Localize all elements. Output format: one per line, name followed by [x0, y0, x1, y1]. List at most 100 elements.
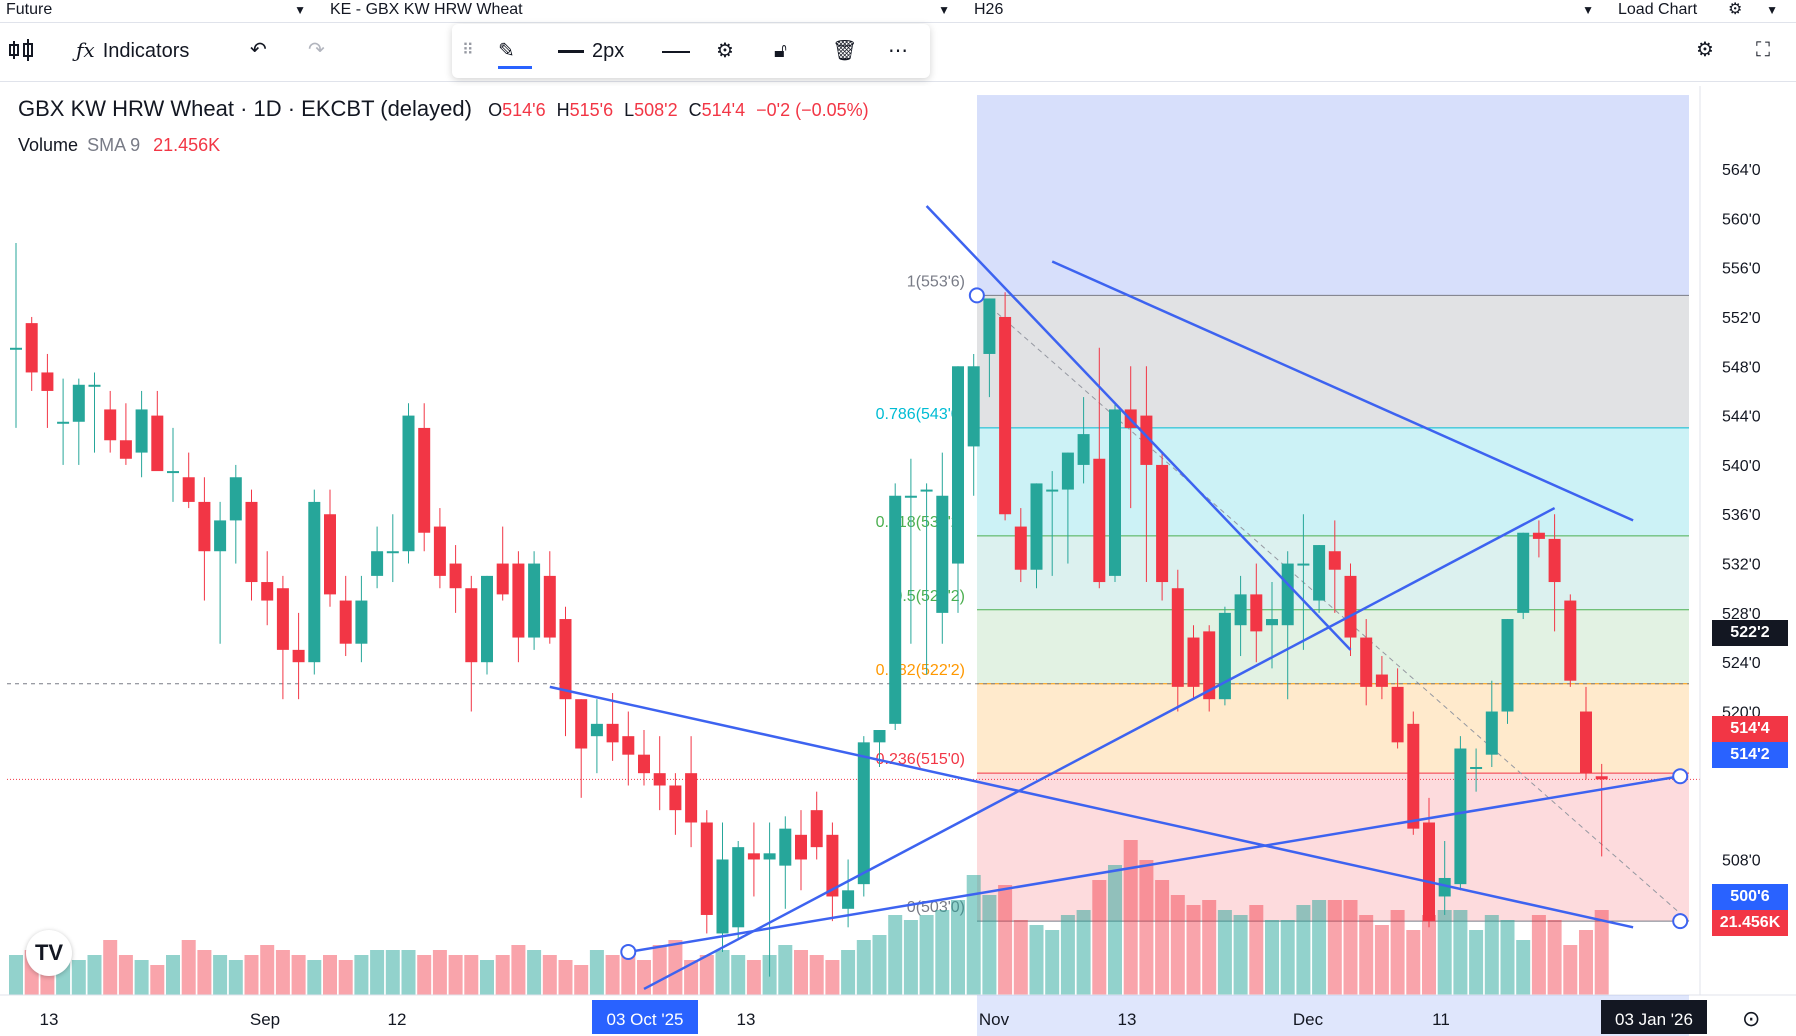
volume-bar: [1359, 915, 1374, 995]
contract-select[interactable]: H26 ▼: [974, 0, 1594, 22]
symbol-select[interactable]: KE - GBX KW HRW Wheat ▼: [330, 0, 950, 22]
sma-label: SMA 9: [87, 135, 141, 155]
volume-bar: [668, 940, 683, 995]
volume-bar: [542, 955, 557, 995]
volume-bar: [1484, 915, 1499, 995]
candle-body: [1532, 532, 1545, 539]
volume-bar: [966, 875, 981, 995]
volume-bar: [1500, 920, 1515, 995]
price-tick-label: 536'0: [1722, 507, 1761, 524]
type-select-value: Future: [6, 1, 53, 18]
candle-body: [1266, 619, 1278, 626]
volume-bar: [103, 940, 118, 995]
candle-body: [1564, 600, 1577, 681]
unlock-icon[interactable]: 🔓︎: [774, 40, 787, 62]
candle-body: [857, 742, 870, 885]
volume-bar: [1531, 915, 1546, 995]
volume-bar: [1045, 930, 1060, 995]
high-value: 515'6: [569, 100, 614, 120]
volume-bar: [354, 955, 369, 995]
gear-icon[interactable]: ⚙: [1696, 39, 1714, 61]
candle-body: [449, 563, 462, 589]
candle-body: [543, 575, 556, 638]
settings-menu-button[interactable]: ⚙ ▼: [1728, 0, 1778, 22]
candle-body: [1109, 409, 1121, 576]
line-style-icon[interactable]: [662, 36, 690, 66]
tradingview-logo[interactable]: TV: [26, 930, 72, 976]
open-value: 514'6: [502, 100, 546, 120]
candle-body: [324, 514, 336, 595]
volume-bar: [244, 955, 259, 995]
type-select[interactable]: Future ▼: [6, 0, 306, 22]
time-tick-label: 13: [737, 1010, 756, 1029]
load-chart-button[interactable]: Load Chart: [1618, 0, 1710, 22]
candle-body: [700, 822, 713, 915]
candle-body: [606, 723, 619, 743]
fullscreen-icon[interactable]: ⛶: [1756, 39, 1770, 61]
fib-zone: [977, 609, 1689, 684]
candle-body: [308, 501, 321, 663]
pencil-icon[interactable]: ✎: [498, 36, 532, 69]
gear-icon: ⚙: [1728, 1, 1743, 18]
candle-body: [1423, 822, 1435, 922]
fib-level-label: 0.618(534'2): [876, 514, 965, 531]
bars-icon[interactable]: [8, 35, 38, 65]
candle-body: [747, 853, 760, 860]
fib-trend-line: [976, 295, 1690, 922]
candle-body: [1093, 458, 1106, 583]
volume-bar: [1280, 920, 1295, 995]
volume-bar: [181, 940, 196, 995]
more-icon[interactable]: ⋯: [888, 40, 908, 62]
volume-bar: [150, 965, 165, 995]
volume-bar: [1579, 930, 1593, 995]
candle-body: [952, 366, 964, 564]
volume-bar: [1437, 910, 1452, 995]
volume-bar: [1249, 905, 1264, 995]
candle-body: [1454, 748, 1467, 885]
price-tick-label: 556'0: [1722, 261, 1761, 278]
gear-icon[interactable]: ⚙: [716, 40, 734, 62]
time-tick-label: Dec: [1293, 1010, 1324, 1029]
undo-icon[interactable]: ↶: [250, 39, 267, 61]
candle-body: [276, 588, 289, 650]
anchor-handle: [1672, 768, 1689, 785]
settings-circle-icon[interactable]: ⊙: [1742, 1006, 1761, 1031]
time-axis-range: [977, 995, 1689, 1036]
candle-body: [904, 495, 917, 498]
line-width-button[interactable]: 2px: [558, 36, 624, 66]
trash-icon[interactable]: 🗑︎: [832, 40, 858, 62]
drag-handle-icon[interactable]: ⠿: [462, 42, 474, 59]
candle-body: [41, 372, 54, 391]
candle-body: [135, 409, 148, 453]
candle-body: [10, 347, 22, 350]
redo-icon[interactable]: ↷: [308, 39, 325, 61]
fib-level-label: 0.382(522'2): [876, 662, 965, 679]
fib-level-label: 0.236(515'0): [876, 751, 965, 768]
candle-body: [1250, 594, 1263, 632]
indicators-button[interactable]: ƒx Indicators: [76, 35, 216, 65]
candle-body: [339, 600, 352, 644]
time-tick-label: 03 Jan '26: [1615, 1010, 1693, 1029]
volume-bar: [71, 960, 86, 995]
candle-body: [1548, 538, 1561, 583]
volume-bar: [1029, 925, 1044, 995]
price-tick-label: 524'0: [1722, 655, 1761, 672]
chevron-down-icon: ▼: [294, 3, 306, 17]
volume-bar: [637, 960, 651, 995]
volume-bar: [856, 940, 871, 995]
candle-body: [433, 526, 446, 576]
candle-body: [245, 501, 258, 583]
volume-bar: [291, 955, 306, 995]
volume-bar: [323, 955, 337, 995]
volume-bar: [935, 910, 950, 995]
candle-body: [104, 409, 117, 441]
low-value: 508'2: [634, 100, 678, 120]
volume-bar: [1422, 915, 1436, 995]
candle-body: [386, 551, 399, 554]
volume-label: Volume: [18, 135, 79, 155]
close-value: 514'4: [701, 100, 746, 120]
volume-bar: [527, 950, 542, 995]
candle-body: [1595, 776, 1608, 780]
candle-body: [198, 501, 211, 552]
